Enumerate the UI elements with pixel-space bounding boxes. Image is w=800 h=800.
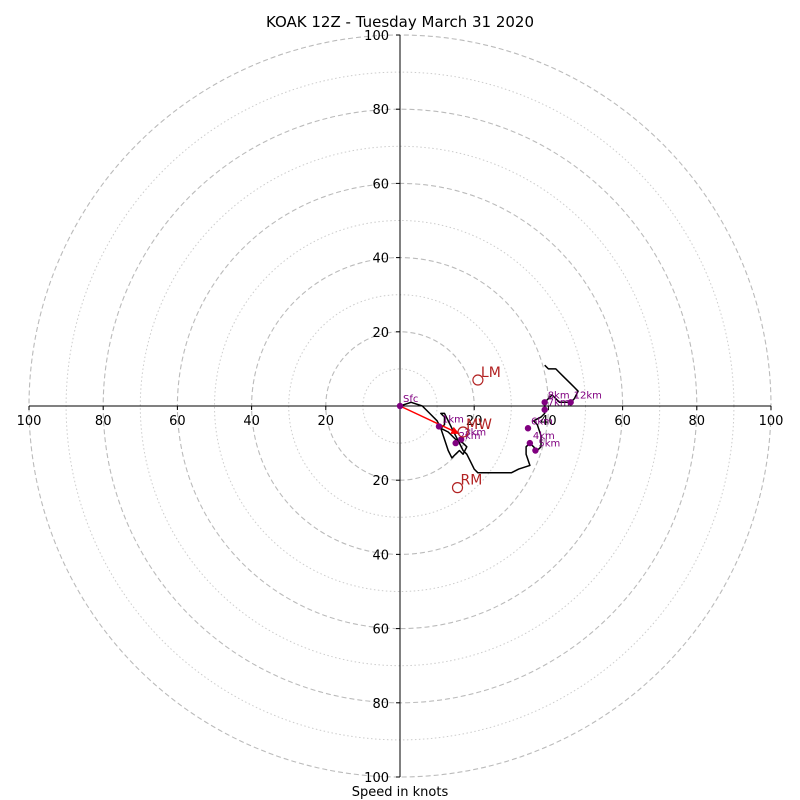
height-marker-point — [452, 439, 459, 447]
x-tick-label: 60 — [169, 414, 186, 429]
y-tick-label: 20 — [372, 474, 389, 489]
height-marker-point — [435, 423, 443, 430]
y-tick-label: 80 — [372, 697, 389, 712]
y-tick-label: 100 — [364, 29, 389, 44]
storm-motion-markers: LM MW RM — [451, 365, 501, 494]
height-marker-label: 12km — [574, 390, 602, 401]
height-marker-point — [541, 399, 548, 406]
y-tick-label: 60 — [372, 623, 389, 638]
height-marker-point — [526, 439, 534, 447]
x-tick-label: 100 — [759, 414, 784, 429]
storm-motion-point — [457, 426, 469, 438]
height-marker-label: 5km — [538, 439, 560, 450]
height-marker-point — [567, 399, 574, 406]
height-marker-point — [541, 406, 548, 413]
profile-line — [399, 364, 579, 474]
height-marker-label: 7km — [548, 398, 570, 409]
height-marker-label: 6km — [531, 416, 553, 427]
height-marker-label: 2km — [459, 431, 481, 442]
storm-motion-label: LM — [481, 365, 501, 381]
y-tick-label: 80 — [372, 103, 389, 118]
storm-motion-label: RM — [461, 473, 483, 489]
x-axis-label: Speed in knots — [352, 785, 449, 800]
tick-labels: 20 20 20 20 40 40 40 40 60 60 60 60 80 80 80 80 100 100 10… — [17, 29, 784, 786]
y-tick-label: 40 — [372, 548, 389, 563]
x-tick-label: 80 — [95, 414, 112, 429]
hodograph-profile — [399, 364, 579, 474]
y-tick-label: 20 — [372, 326, 389, 341]
y-tick-label: 100 — [364, 771, 389, 786]
x-tick-label: 60 — [614, 414, 631, 429]
x-tick-label: 20 — [466, 414, 483, 429]
height-marker-label: 4km — [533, 431, 555, 442]
shear-vector-arrowhead — [450, 426, 460, 434]
height-marker-label: Sfc — [403, 394, 418, 405]
shear-vector — [399, 405, 460, 435]
shear-vector-line — [399, 405, 460, 435]
height-marker-label: 8km — [548, 390, 570, 401]
height-marker-point — [458, 436, 465, 443]
x-tick-label: 20 — [318, 414, 335, 429]
x-tick-label: 80 — [689, 414, 706, 429]
height-marker-point — [532, 447, 539, 454]
x-tick-label: 100 — [17, 414, 42, 429]
y-tick-label: 60 — [372, 177, 389, 192]
height-marker-point — [524, 425, 532, 432]
x-tick-label: 40 — [540, 414, 557, 429]
storm-motion-point — [451, 482, 464, 494]
height-marker-point — [396, 402, 404, 410]
y-tick-label: 40 — [372, 252, 389, 267]
height-marker-label: 3km — [464, 427, 486, 438]
storm-motion-point — [472, 374, 484, 386]
height-marker-label: 1km — [442, 414, 464, 425]
storm-motion-label: MW — [466, 417, 492, 433]
x-tick-label: 40 — [243, 414, 260, 429]
chart-title: KOAK 12Z - Tuesday March 31 2020 — [266, 13, 534, 31]
